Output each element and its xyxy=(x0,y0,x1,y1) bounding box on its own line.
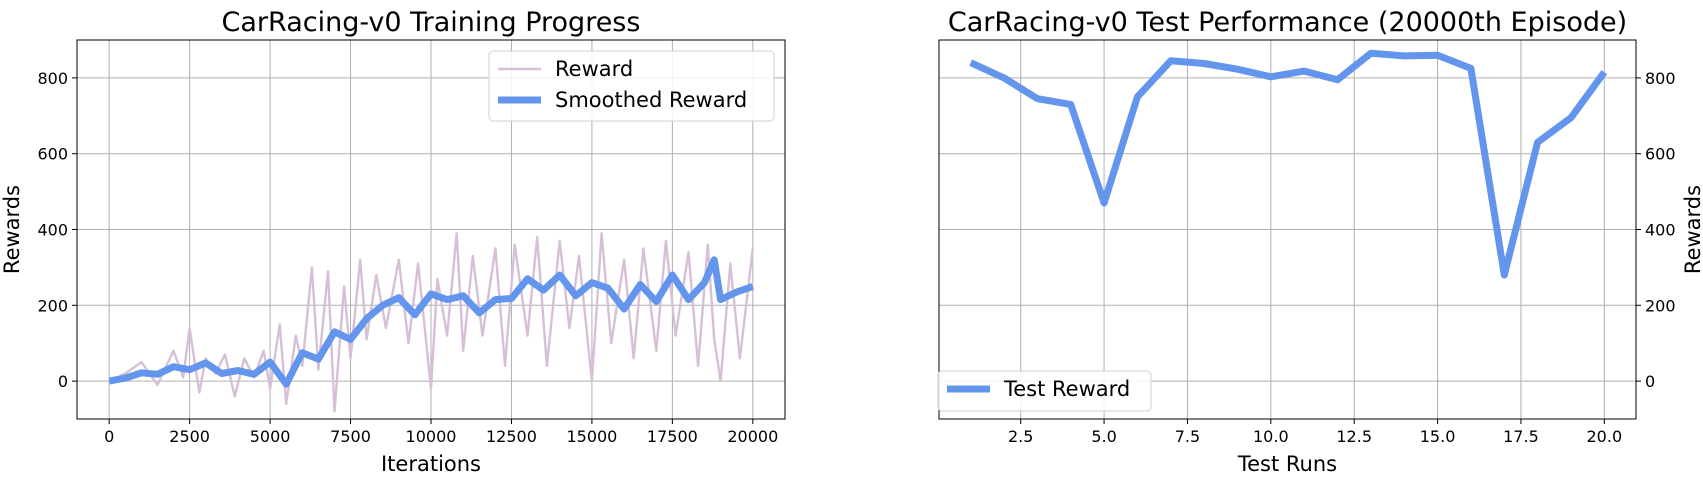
y-tick-label: 800 xyxy=(37,69,68,88)
test-series xyxy=(969,49,1608,279)
series-line-smoothed-reward xyxy=(108,256,754,388)
training-progress-chart: 0 2500 5000 7500 10000 12500 15000 17500 20000 0… xyxy=(0,7,786,476)
x-tick-label: 15.0 xyxy=(1420,427,1456,446)
x-tick-label: 10000 xyxy=(406,427,457,446)
x-tick-label: 17500 xyxy=(647,427,698,446)
series-line-test-reward xyxy=(969,49,1608,279)
y-tick-label: 800 xyxy=(1645,69,1676,88)
y-tick-label: 200 xyxy=(1645,296,1676,315)
x-tick-label: 2.5 xyxy=(1008,427,1033,446)
y-tick-label: 600 xyxy=(37,145,68,164)
x-tick-label: 12.5 xyxy=(1336,427,1372,446)
series-line-reward xyxy=(108,232,754,413)
training-legend-box xyxy=(488,50,775,122)
y-tick-label: 0 xyxy=(58,372,68,391)
training-y-axis-label: Rewards xyxy=(0,185,24,274)
test-legend-box xyxy=(937,370,1152,412)
x-tick-label: 20000 xyxy=(727,427,778,446)
x-tick-label: 5.0 xyxy=(1091,427,1116,446)
test-x-axis-label: Test Runs xyxy=(1237,452,1337,476)
training-series xyxy=(108,232,754,413)
y-tick-label: 200 xyxy=(37,296,68,315)
x-tick-label: 10.0 xyxy=(1253,427,1289,446)
x-tick-label: 7.5 xyxy=(1175,427,1200,446)
y-tick-label: 400 xyxy=(1645,221,1676,240)
training-x-ticks: 0 2500 5000 7500 10000 12500 15000 17500 20000 xyxy=(104,419,778,446)
legend-label-test-reward: Test Reward xyxy=(1003,377,1130,401)
x-tick-label: 7500 xyxy=(330,427,371,446)
test-y-ticks: 0 200 400 600 800 xyxy=(1636,69,1676,391)
x-tick-label: 2500 xyxy=(169,427,210,446)
y-tick-label: 400 xyxy=(37,221,68,240)
training-chart-title: CarRacing-v0 Training Progress xyxy=(222,7,641,38)
test-y-axis-label: Rewards xyxy=(1681,185,1703,274)
test-grid xyxy=(939,40,1636,419)
y-tick-label: 0 xyxy=(1645,372,1655,391)
training-y-ticks: 0 200 400 600 800 xyxy=(37,69,77,391)
training-x-axis-label: Iterations xyxy=(381,452,481,476)
x-tick-label: 0 xyxy=(104,427,114,446)
training-legend: Reward Smoothed Reward xyxy=(488,50,775,122)
test-legend: Test Reward xyxy=(937,370,1152,412)
legend-label-reward: Reward xyxy=(555,57,633,81)
x-tick-label: 17.5 xyxy=(1503,427,1539,446)
x-tick-label: 5000 xyxy=(250,427,291,446)
legend-label-smoothed-reward: Smoothed Reward xyxy=(555,88,747,112)
x-tick-label: 20.0 xyxy=(1587,427,1623,446)
test-performance-chart: 2.5 5.0 7.5 10.0 12.5 15.0 17.5 20.0 0 200 400 600… xyxy=(937,7,1703,476)
test-x-ticks: 2.5 5.0 7.5 10.0 12.5 15.0 17.5 20.0 xyxy=(1008,419,1622,446)
x-tick-label: 12500 xyxy=(486,427,537,446)
test-chart-title: CarRacing-v0 Test Performance (20000th E… xyxy=(948,7,1627,38)
x-tick-label: 15000 xyxy=(566,427,617,446)
y-tick-label: 600 xyxy=(1645,145,1676,164)
